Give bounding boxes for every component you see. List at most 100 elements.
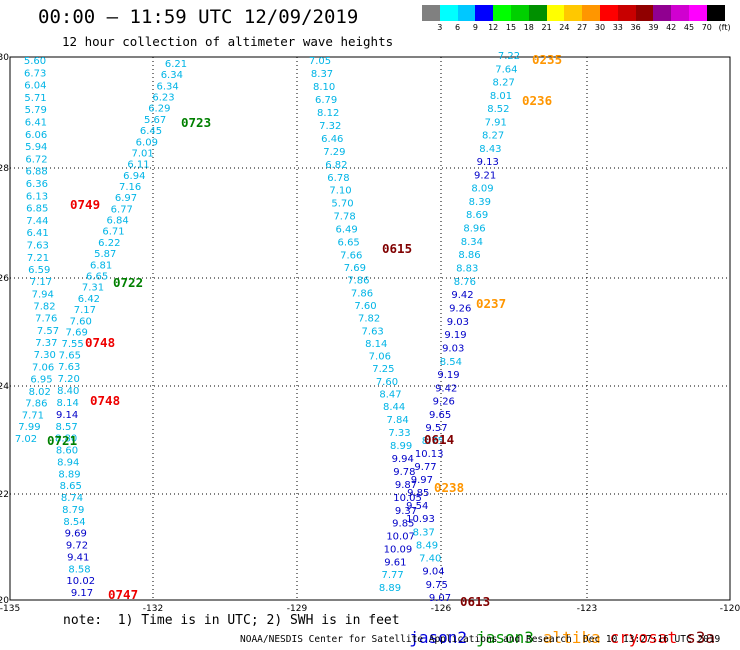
swh-value: 8.49 <box>416 540 438 551</box>
pass-time-label: 0747 <box>108 587 138 602</box>
swh-value: 10.93 <box>406 514 435 525</box>
swh-value: 7.44 <box>26 216 48 227</box>
swh-value: 7.25 <box>372 364 394 375</box>
colorbar-swatch <box>493 5 511 21</box>
swh-value: 9.78 <box>393 467 415 478</box>
pass-time-label: 0722 <box>113 275 143 290</box>
swh-value: 9.54 <box>406 501 428 512</box>
lat-tick-label: 24 <box>0 382 9 392</box>
swh-value: 9.87 <box>395 480 417 491</box>
swh-value: 7.10 <box>329 186 351 197</box>
colorbar-swatch <box>475 5 494 21</box>
swh-value: 9.19 <box>437 370 459 381</box>
pass-time-label: 0721 <box>47 433 77 448</box>
swh-value: 6.82 <box>325 160 347 171</box>
swh-value: 9.21 <box>474 170 496 181</box>
swh-value: 6.78 <box>327 173 349 184</box>
swh-value: 7.37 <box>35 338 57 349</box>
lat-tick-label: 20 <box>0 596 9 606</box>
swh-value: 7.60 <box>70 316 92 327</box>
swh-value: 9.42 <box>435 383 457 394</box>
colorbar-label: 42 <box>666 23 677 32</box>
colorbar-label: 12 <box>488 23 499 32</box>
pass-time-label: 0236 <box>522 93 552 108</box>
swh-value: 7.06 <box>32 362 54 373</box>
swh-value: 9.14 <box>56 410 78 421</box>
swh-value: 9.69 <box>65 529 87 540</box>
swh-value: 6.13 <box>26 191 48 202</box>
colorbar-label: 45 <box>683 23 695 32</box>
swh-value: 6.45 <box>140 126 162 137</box>
swh-value: 9.13 <box>477 157 499 168</box>
swh-value: 9.61 <box>384 557 406 568</box>
swh-value: 6.72 <box>25 154 47 165</box>
swh-value: 6.34 <box>157 81 179 92</box>
swh-value: 9.19 <box>444 330 466 341</box>
swh-value: 9.42 <box>451 290 473 301</box>
pass-time-label: 0748 <box>90 393 120 408</box>
swh-value: 8.37 <box>413 527 435 538</box>
swh-value: 8.27 <box>482 131 504 142</box>
legend-cryosat: cryosat <box>609 628 678 647</box>
swh-value: 9.85 <box>392 519 414 530</box>
swh-value: 6.65 <box>338 238 360 249</box>
credit-text: NOAA/NESDIS Center for Satellite Applica… <box>240 634 572 645</box>
swh-value: 7.63 <box>27 240 49 251</box>
colorbar-label: 9 <box>472 23 478 32</box>
swh-value: 7.31 <box>82 283 104 294</box>
lon-tick-label: -129 <box>287 604 308 614</box>
swh-value: 6.95 <box>30 375 52 386</box>
swh-value: 8.01 <box>490 91 512 102</box>
swh-value: 7.99 <box>18 422 40 433</box>
swh-value: 10.07 <box>386 532 415 543</box>
pass-time-label: 0615 <box>382 241 412 256</box>
swh-value: 7.01 <box>132 148 154 159</box>
legend-altika: altika <box>542 628 601 647</box>
swh-value: 7.78 <box>333 212 355 223</box>
colorbar-swatch <box>706 5 725 21</box>
swh-value: 7.71 <box>22 410 44 421</box>
swh-value: 9.41 <box>67 552 89 563</box>
swh-value: 6.04 <box>24 81 46 92</box>
lon-tick-label: -132 <box>143 604 163 614</box>
colorbar-swatch <box>635 5 654 21</box>
swh-value: 8.43 <box>479 144 501 155</box>
swh-value: 8.54 <box>440 357 462 368</box>
swh-value: 9.04 <box>422 567 444 578</box>
colorbar-label: 33 <box>612 23 623 32</box>
swh-value: 7.91 <box>485 117 507 128</box>
swh-value: 8.76 <box>454 277 476 288</box>
swh-value: 7.63 <box>362 326 384 337</box>
swh-value: 8.86 <box>458 250 480 261</box>
swh-value: 7.77 <box>382 570 404 581</box>
swh-value: 8.74 <box>61 493 83 504</box>
colorbar-label: 27 <box>577 23 588 32</box>
swh-value: 7.63 <box>58 362 80 373</box>
swh-value: 6.97 <box>115 193 137 204</box>
swh-value: 9.94 <box>392 454 414 465</box>
colorbar-label: 6 <box>455 23 461 32</box>
swh-value: 8.65 <box>60 481 82 492</box>
swh-value: 7.60 <box>354 301 376 312</box>
swh-value: 6.84 <box>107 216 129 227</box>
swh-value: 6.09 <box>136 137 158 148</box>
satellite-legend: jason2 jason3 altika cryosat s3a <box>390 609 724 647</box>
swh-value: 7.69 <box>344 263 366 274</box>
swh-value: 8.58 <box>68 564 90 575</box>
swh-value: 8.60 <box>56 446 78 457</box>
swh-value: 7.16 <box>119 182 141 193</box>
swh-value: 6.42 <box>78 294 100 305</box>
swh-value: 7.29 <box>323 147 345 158</box>
timestamp-text: Dec 10 13:27:16 UTC 2019 <box>583 634 721 645</box>
swh-value: 9.26 <box>449 303 471 314</box>
swh-value: 7.86 <box>351 288 373 299</box>
map-frame <box>9 56 731 601</box>
swh-value: 8.69 <box>466 210 488 221</box>
swh-value: 6.23 <box>152 93 174 104</box>
swh-value: 8.47 <box>379 390 401 401</box>
swh-value: 6.29 <box>148 104 170 115</box>
swh-value: 8.75 <box>422 436 444 447</box>
colorbar-swatch <box>546 5 565 21</box>
swh-value: 6.49 <box>335 225 357 236</box>
swh-value: 7.17 <box>74 305 96 316</box>
